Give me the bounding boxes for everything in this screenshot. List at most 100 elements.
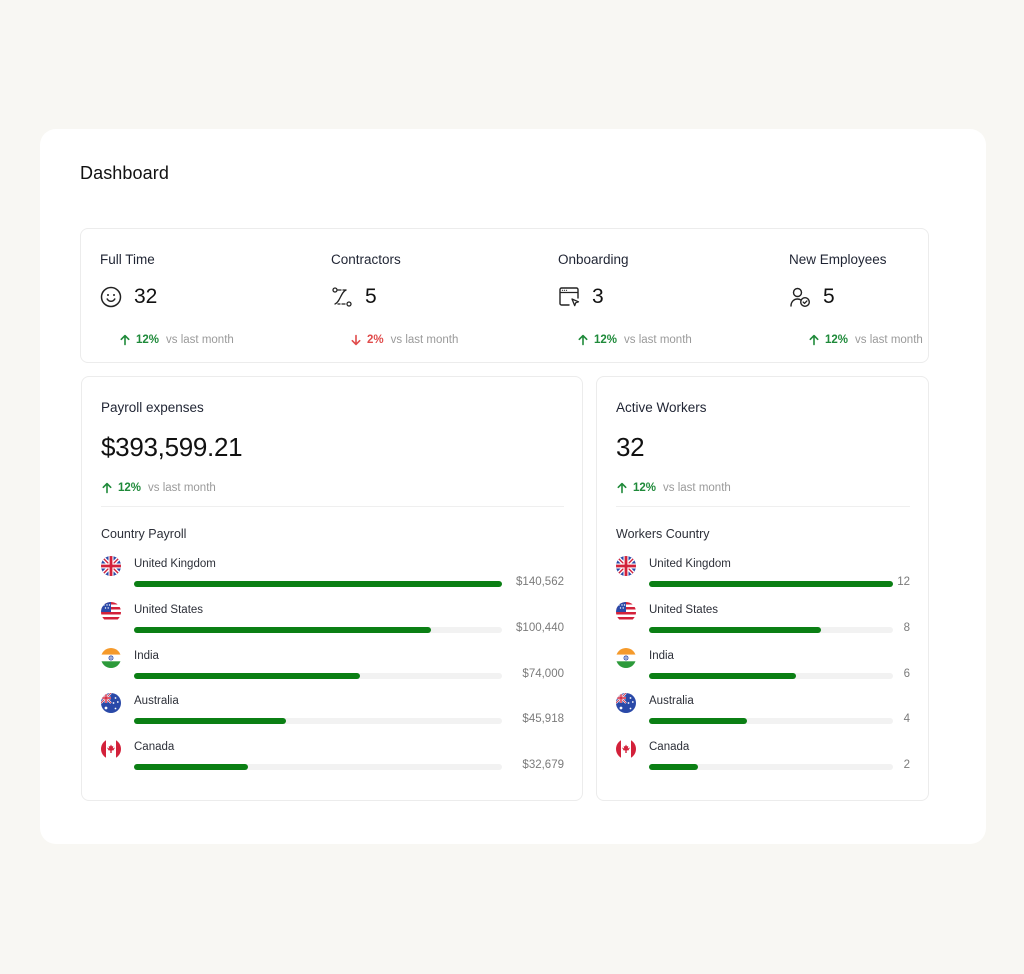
trend-indicator: 12% vs last month [101, 482, 216, 494]
smiley-face-icon [100, 286, 122, 308]
divider [101, 506, 564, 507]
stat-label: New Employees [789, 252, 887, 267]
progress-bar [649, 626, 893, 633]
list-item: Canada $32,679 [101, 738, 564, 784]
country-value: 4 [903, 713, 910, 726]
route-path-icon [332, 287, 352, 307]
us-flag-icon [616, 602, 636, 622]
country-payroll-list: United Kingdom $140,562 United States $1… [101, 555, 564, 784]
country-name: Canada [649, 741, 690, 753]
country-name: United Kingdom [649, 558, 731, 570]
payroll-total: $393,599.21 [101, 432, 243, 462]
country-value: 8 [903, 621, 910, 634]
country-value: 12 [897, 576, 910, 588]
trend-indicator: 2% vs last month [350, 334, 458, 346]
trend-percent: 12% [825, 334, 849, 346]
list-item: Australia 4 [616, 692, 910, 738]
australia-flag-icon [101, 693, 121, 713]
country-name: India [134, 649, 159, 662]
uk-flag-icon [616, 556, 636, 576]
trend-indicator: 12% vs last month [808, 334, 923, 346]
country-value: $45,918 [522, 713, 564, 726]
stat-value: 5 [365, 285, 377, 308]
stat-value: 5 [823, 285, 835, 308]
arrow-up-icon [577, 334, 589, 346]
india-flag-icon [616, 648, 636, 668]
divider [616, 506, 910, 507]
browser-cursor-icon [559, 287, 580, 307]
arrow-down-icon [350, 334, 362, 346]
progress-bar [134, 581, 502, 587]
list-item: United Kingdom 12 [616, 555, 910, 601]
arrow-up-icon [808, 334, 820, 346]
uk-flag-icon [101, 556, 121, 576]
trend-percent: 2% [367, 334, 384, 346]
stats-summary-card: Full Time 32 12% vs last month Contracto… [80, 228, 929, 363]
list-item: India $74,000 [101, 647, 564, 693]
section-title: Country Payroll [101, 527, 187, 541]
list-item: United Kingdom $140,562 [101, 555, 564, 601]
country-value: $74,000 [522, 667, 564, 680]
trend-indicator: 12% vs last month [119, 334, 234, 346]
trend-text: vs last month [663, 482, 731, 494]
country-value: $100,440 [516, 621, 564, 634]
progress-bar [134, 764, 502, 770]
canada-flag-icon [101, 739, 121, 759]
trend-percent: 12% [136, 334, 160, 346]
trend-text: vs last month [148, 482, 216, 494]
country-name: United Kingdom [134, 558, 216, 570]
trend-percent: 12% [633, 482, 657, 494]
arrow-up-icon [616, 482, 628, 494]
progress-bar [649, 672, 893, 679]
stat-label: Onboarding [558, 252, 629, 267]
user-check-icon [790, 287, 811, 308]
country-name: Australia [134, 695, 179, 708]
list-item: United States 8 [616, 601, 910, 647]
country-name: United States [649, 603, 719, 616]
progress-bar [649, 718, 893, 725]
workers-total: 32 [616, 432, 645, 462]
card-title: Active Workers [616, 400, 707, 415]
country-name: Australia [649, 695, 694, 708]
progress-bar [134, 672, 502, 679]
trend-indicator: 12% vs last month [616, 482, 731, 494]
trend-text: vs last month [390, 334, 459, 346]
trend-text: vs last month [624, 334, 692, 346]
stat-value: 32 [134, 285, 158, 308]
trend-percent: 12% [594, 334, 618, 346]
trend-text: vs last month [166, 334, 234, 346]
country-value: $32,679 [522, 759, 564, 771]
arrow-up-icon [119, 334, 131, 346]
progress-bar [649, 581, 893, 587]
active-workers-card: Active Workers 32 12% vs last month Work… [596, 376, 929, 801]
country-name: Canada [134, 741, 175, 753]
trend-percent: 12% [118, 482, 142, 494]
progress-bar [134, 626, 502, 633]
trend-text: vs last month [855, 334, 923, 346]
stat-label: Contractors [331, 252, 401, 267]
payroll-expenses-card: Payroll expenses $393,599.21 12% vs last… [81, 376, 583, 801]
list-item: India 6 [616, 647, 910, 693]
trend-indicator: 12% vs last month [577, 334, 692, 346]
arrow-up-icon [101, 482, 113, 494]
country-value: 6 [903, 667, 910, 680]
country-value: $140,562 [516, 576, 564, 588]
australia-flag-icon [616, 693, 636, 713]
country-name: India [649, 649, 674, 662]
page-title: Dashboard [80, 163, 169, 183]
list-item: Australia $45,918 [101, 692, 564, 738]
stat-label: Full Time [100, 252, 155, 267]
workers-country-list: United Kingdom 12 United States 8 India … [616, 555, 910, 784]
progress-bar [134, 718, 502, 725]
progress-bar [649, 764, 893, 770]
card-title: Payroll expenses [101, 400, 204, 415]
stat-value: 3 [592, 285, 604, 308]
us-flag-icon [101, 602, 121, 622]
country-name: United States [134, 603, 204, 616]
canada-flag-icon [616, 739, 636, 759]
section-title: Workers Country [616, 527, 710, 541]
dashboard-panel: Dashboard Full Time 32 12% vs last month… [40, 129, 986, 844]
india-flag-icon [101, 648, 121, 668]
list-item: Canada 2 [616, 738, 910, 784]
country-value: 2 [903, 759, 910, 771]
